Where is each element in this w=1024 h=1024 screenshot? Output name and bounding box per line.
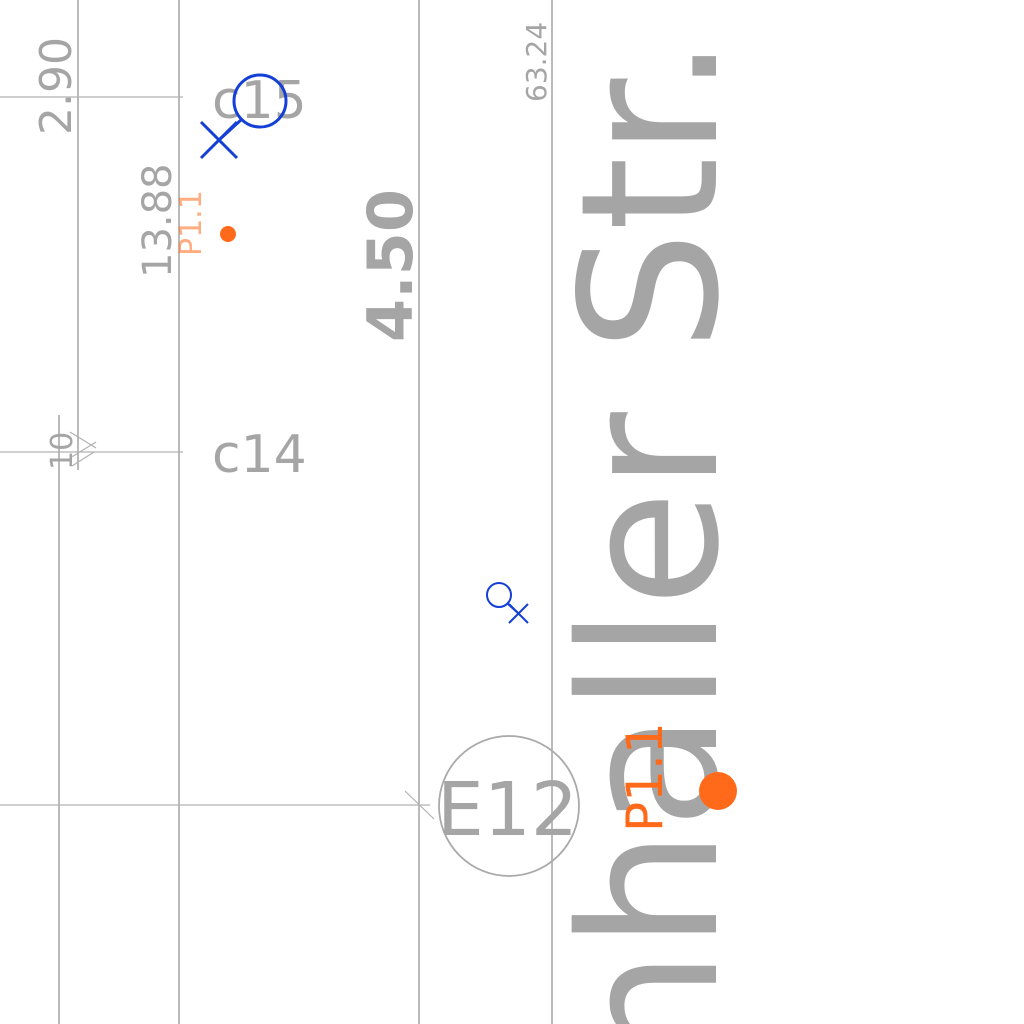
- tick-mark: [404, 790, 435, 820]
- tick-mark: [71, 451, 95, 467]
- dimension-label: 2.90: [31, 37, 82, 135]
- dimension-label: 10: [45, 432, 80, 470]
- tick-mark: [69, 441, 97, 459]
- survey-point-label: P1.1: [616, 722, 674, 832]
- dimension-label: 63.24: [520, 22, 553, 102]
- street-name-label: nhaller Str.: [540, 36, 761, 1024]
- dimension-label: 4.50: [354, 189, 427, 342]
- parcel-circle-e12: [438, 735, 580, 877]
- tree-symbol-icon[interactable]: [199, 73, 288, 160]
- parcel-label-c14[interactable]: c14: [212, 425, 307, 485]
- parcel-label-c15[interactable]: c15: [212, 71, 307, 131]
- survey-point-label: P1.1: [174, 190, 209, 256]
- survey-point-icon[interactable]: [699, 772, 737, 810]
- parcel-label-e12[interactable]: E12: [437, 767, 578, 853]
- dimension-label: 13.88: [135, 163, 181, 278]
- survey-point-icon[interactable]: [220, 226, 236, 242]
- tree-symbol-icon[interactable]: [486, 582, 529, 624]
